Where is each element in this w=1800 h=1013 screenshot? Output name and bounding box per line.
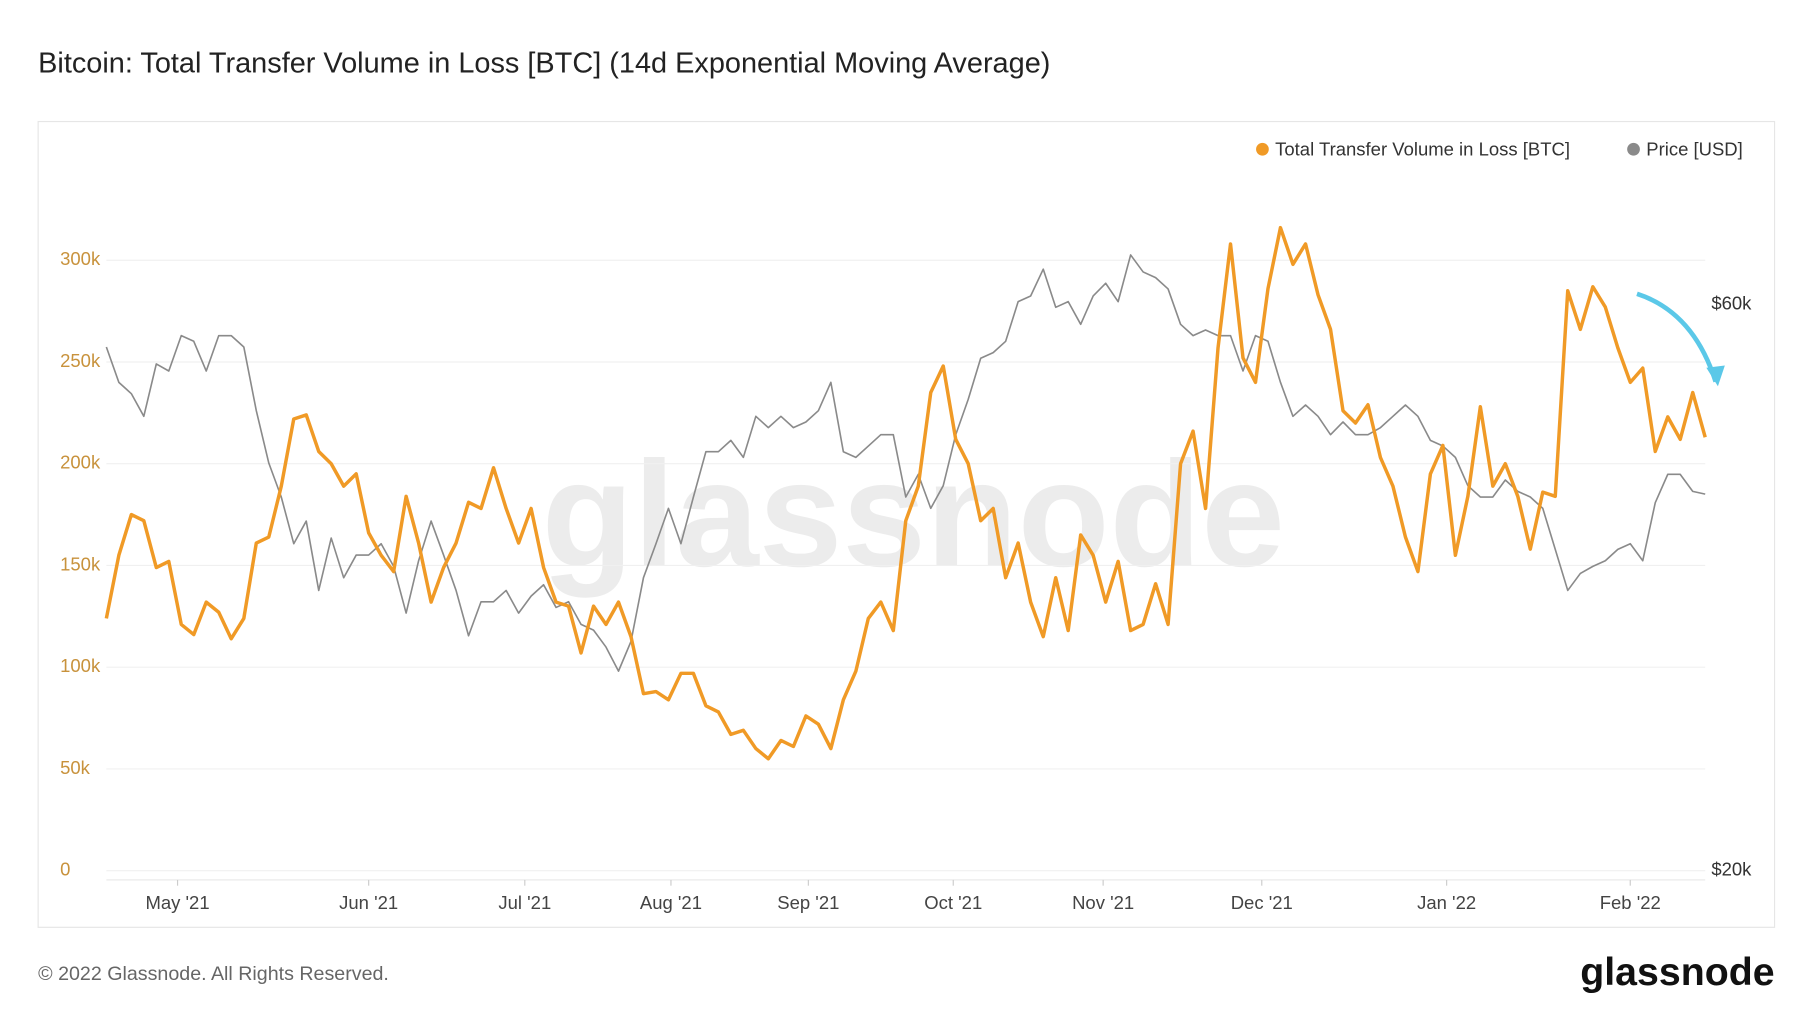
legend-label: Price [USD]	[1646, 138, 1743, 159]
y2-tick-label: $60k	[1711, 292, 1752, 313]
y-tick-label: 50k	[60, 757, 91, 778]
x-tick-label: Jul '21	[498, 892, 551, 913]
legend-marker	[1256, 142, 1269, 156]
series-line	[104, 225, 1707, 761]
legend-label: Total Transfer Volume in Loss [BTC]	[1275, 138, 1570, 159]
y-tick-label: 300k	[60, 248, 101, 269]
x-tick-label: Sep '21	[777, 892, 839, 913]
x-tick-label: Jun '21	[339, 892, 398, 913]
series-line	[105, 254, 1706, 672]
x-tick-label: May '21	[145, 892, 209, 913]
watermark: glassnode	[542, 430, 1285, 598]
x-tick-label: Oct '21	[924, 892, 982, 913]
x-tick-label: Feb '22	[1600, 892, 1661, 913]
annotation-arrow	[1636, 291, 1718, 383]
y2-tick-label: $20k	[1711, 859, 1752, 880]
y-tick-label: 200k	[60, 452, 101, 473]
plot-frame	[37, 120, 1776, 928]
x-tick-label: Dec '21	[1231, 892, 1293, 913]
x-tick-label: Nov '21	[1072, 892, 1134, 913]
x-tick-label: Jan '22	[1417, 892, 1476, 913]
y-tick-label: 250k	[60, 350, 101, 371]
x-tick-label: Aug '21	[640, 892, 702, 913]
legend-marker	[1627, 142, 1640, 156]
plot: 0 50k 100k 150k 200k 250k 300k $20k $60k May '21 J…	[60, 138, 1752, 913]
chart-title: Bitcoin: Total Transfer Volume in Loss […	[38, 48, 1050, 80]
y-tick-label: 100k	[60, 655, 101, 676]
y-tick-label: 0	[60, 859, 70, 880]
footer: © 2022 Glassnode. All Rights Reserved.	[38, 963, 389, 985]
logo: glassnode	[1580, 950, 1774, 994]
y-tick-label: 150k	[60, 553, 101, 574]
annotation-arrowhead	[1706, 365, 1725, 387]
